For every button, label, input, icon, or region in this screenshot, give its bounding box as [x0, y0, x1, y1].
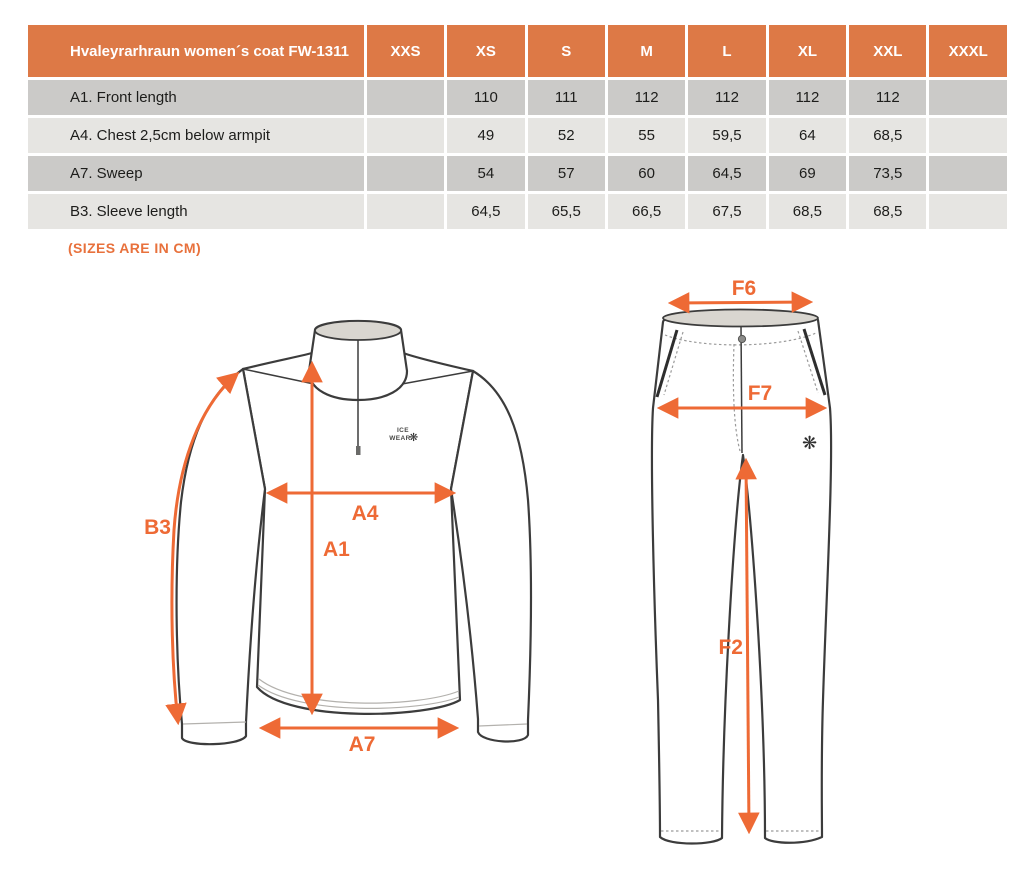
f2-label: F2: [718, 636, 743, 659]
size-value-cell: 68,5: [849, 118, 927, 153]
coat-hem-stitch: [257, 684, 460, 709]
size-value-cell: [929, 118, 1007, 153]
size-value-cell: 60: [607, 156, 686, 191]
measurement-label-cell: B3. Sleeve length: [28, 194, 364, 229]
size-value-cell: 54: [447, 156, 525, 191]
size-header-cell: L: [688, 25, 766, 77]
size-value-cell: 110: [447, 80, 525, 115]
measurement-row: A4. Chest 2,5cm below armpit 49 52 55 59,5 64…: [28, 118, 1007, 153]
waist-button: [737, 334, 747, 344]
pants-measurement-diagram: ❋ F6 F7 F2: [650, 278, 833, 845]
sizes-unit-note: (SIZES ARE IN CM): [68, 240, 202, 256]
f6-label: F6: [732, 278, 757, 300]
coat-measurement-diagram: ICE WEAR ❋ B3 A4 A1 A7: [144, 319, 533, 756]
f7-label: F7: [748, 382, 773, 405]
size-value-cell: 52: [527, 118, 605, 153]
measurement-label-cell: A4. Chest 2,5cm below armpit: [28, 118, 364, 153]
size-table-body: A1. Front length 110 111 112 112 112 112 A4. Ch…: [28, 80, 1007, 229]
size-table-container: Hvaleyrarhraun women´s coat FW-1311 XXS X…: [25, 22, 1010, 232]
brand-snowflake-icon: ❋: [409, 431, 418, 444]
collar-opening: [314, 320, 402, 341]
measurement-row: A7. Sweep 54 57 60 64,5 69 73,5: [28, 156, 1007, 191]
size-value-cell: 65,5: [527, 194, 605, 229]
brand-logo-line1: ICE: [397, 427, 409, 434]
size-value-cell: [366, 194, 445, 229]
size-value-cell: 49: [447, 118, 525, 153]
product-title-cell: Hvaleyrarhraun women´s coat FW-1311: [28, 25, 364, 77]
measurement-row: A1. Front length 110 111 112 112 112 112: [28, 80, 1007, 115]
measurement-label-cell: A7. Sweep: [28, 156, 364, 191]
size-header-cell: XXXL: [929, 25, 1007, 77]
size-value-cell: 64: [768, 118, 847, 153]
a4-label: A4: [352, 502, 379, 525]
coat-right-sleeve: [449, 369, 533, 743]
size-value-cell: 112: [607, 80, 686, 115]
zipper-pull: [356, 446, 361, 455]
size-header-row: Hvaleyrarhraun women´s coat FW-1311 XXS X…: [28, 25, 1007, 77]
right-pocket-stitch: [797, 330, 819, 394]
b3-label: B3: [144, 516, 171, 539]
size-value-cell: 64,5: [688, 156, 766, 191]
fly-line: [740, 325, 743, 454]
a7-label: A7: [349, 733, 376, 756]
measurement-row: B3. Sleeve length 64,5 65,5 66,5 67,5 68,5 68,…: [28, 194, 1007, 229]
left-pocket-stitch: [663, 331, 684, 396]
size-value-cell: 64,5: [447, 194, 525, 229]
size-header-cell: XXL: [849, 25, 927, 77]
f2-inseam-arrow: [735, 457, 760, 835]
size-header-cell: S: [527, 25, 605, 77]
measurement-label-cell: A1. Front length: [28, 80, 364, 115]
size-value-cell: 66,5: [607, 194, 686, 229]
size-value-cell: [366, 118, 445, 153]
left-pocket-line: [655, 329, 679, 398]
size-value-cell: 69: [768, 156, 847, 191]
b3-sleeve-arrow: [165, 371, 240, 726]
size-value-cell: 111: [527, 80, 605, 115]
a1-label: A1: [323, 538, 350, 561]
f6-waist-arrow: [667, 291, 814, 314]
size-table: Hvaleyrarhraun women´s coat FW-1311 XXS X…: [25, 22, 1010, 232]
size-value-cell: 55: [607, 118, 686, 153]
right-pocket-line: [802, 328, 827, 396]
size-value-cell: [366, 80, 445, 115]
waistband-opening: [662, 308, 819, 328]
size-value-cell: [366, 156, 445, 191]
size-value-cell: 57: [527, 156, 605, 191]
size-value-cell: [929, 80, 1007, 115]
size-value-cell: 68,5: [849, 194, 927, 229]
size-value-cell: 112: [768, 80, 847, 115]
size-value-cell: [929, 156, 1007, 191]
size-header-cell: XL: [768, 25, 847, 77]
size-header-cell: M: [607, 25, 686, 77]
size-value-cell: 59,5: [688, 118, 766, 153]
right-shoulder-seam: [401, 370, 474, 385]
brand-logo-line2: WEAR: [389, 435, 410, 442]
size-value-cell: 68,5: [768, 194, 847, 229]
size-value-cell: [929, 194, 1007, 229]
size-header-cell: XXS: [366, 25, 445, 77]
coat-left-sleeve: [175, 367, 267, 746]
right-cuff-stitch: [478, 723, 528, 727]
coat-hem-stitch: [258, 678, 460, 704]
size-value-cell: 67,5: [688, 194, 766, 229]
size-value-cell: 73,5: [849, 156, 927, 191]
size-value-cell: 112: [688, 80, 766, 115]
size-value-cell: 112: [849, 80, 927, 115]
pants-snowflake-icon: ❋: [802, 433, 817, 454]
size-header-cell: XS: [447, 25, 525, 77]
